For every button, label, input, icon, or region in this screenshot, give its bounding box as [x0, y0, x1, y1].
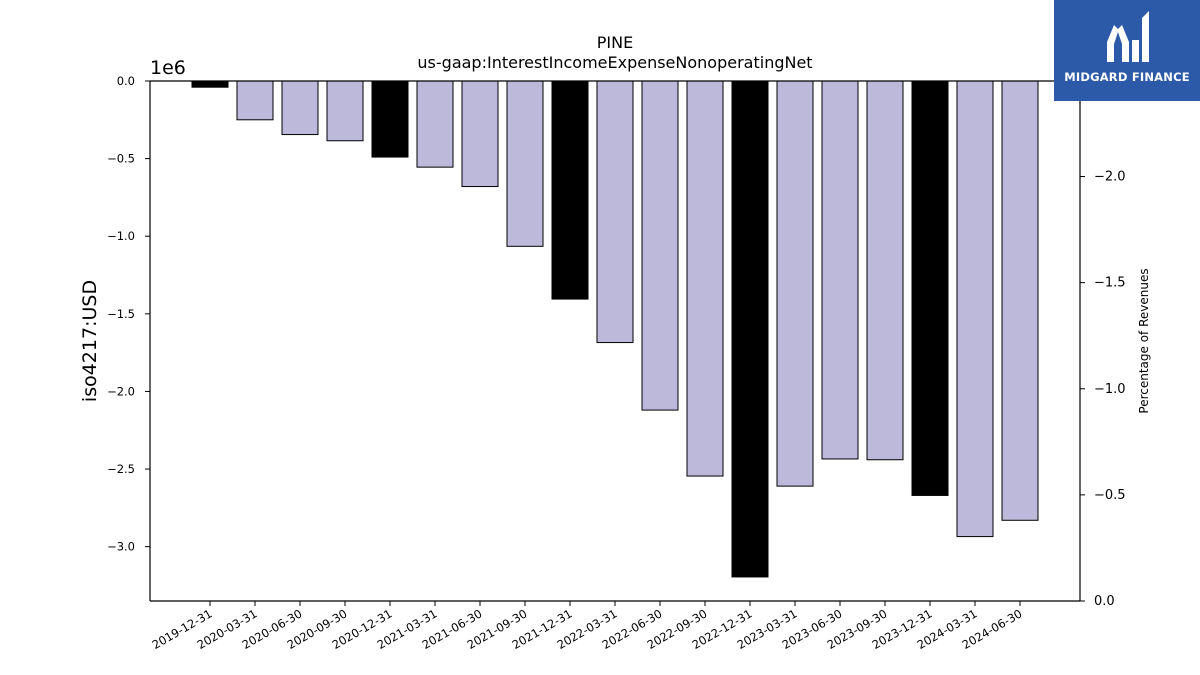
bar [956, 80, 994, 538]
bar [776, 80, 814, 487]
chart-subtitle: us-gaap:InterestIncomeExpenseNonoperatin… [417, 53, 812, 72]
bar [461, 80, 499, 188]
bar [911, 80, 949, 496]
y-tick-label: −2.0 [107, 384, 135, 398]
y-tick-label: −2.5 [107, 462, 135, 476]
bar [281, 80, 319, 136]
y-axis-label: iso4217:USD [79, 280, 101, 402]
bar [506, 80, 544, 247]
logo-text: MIDGARD FINANCE [1064, 70, 1190, 84]
y-tick-label: −1.0 [107, 229, 135, 243]
bar [641, 80, 679, 411]
bar [191, 80, 229, 88]
y2-tick-label: 0.0 [1094, 594, 1115, 609]
bar [236, 80, 274, 121]
y2-tick-label: −1.0 [1094, 382, 1126, 397]
bar [866, 80, 904, 461]
logo-mark-icon [1107, 11, 1149, 62]
bar [731, 80, 769, 578]
brand-logo: MIDGARD FINANCE [1054, 0, 1200, 101]
y2-tick-label: −0.5 [1094, 488, 1126, 503]
y-tick-label: −3.0 [107, 540, 135, 554]
bar [326, 80, 364, 142]
y2-axis-label: Percentage of Revenues [1137, 268, 1151, 413]
bar [551, 80, 589, 300]
bar [686, 80, 724, 477]
chart-title: PINE [597, 33, 633, 52]
y2-tick-label: −1.5 [1094, 276, 1126, 291]
bar [596, 80, 634, 344]
bar [1001, 80, 1039, 521]
y-tick-label: −0.5 [107, 152, 135, 166]
y-tick-label: −1.5 [107, 307, 135, 321]
y-tick-label: 0.0 [117, 74, 135, 88]
y-offset-text: 1e6 [150, 57, 186, 79]
bar [416, 80, 454, 168]
bar [821, 80, 859, 460]
y2-tick-label: −2.0 [1094, 170, 1126, 185]
bar [371, 80, 409, 158]
bars-group [191, 80, 1039, 578]
